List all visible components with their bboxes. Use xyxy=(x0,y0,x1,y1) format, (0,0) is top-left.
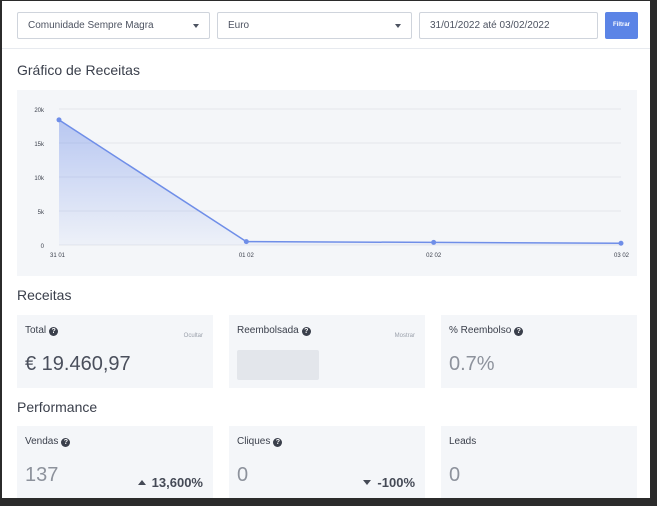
leads-label: Leads xyxy=(449,436,477,447)
total-revenue-card: Total? Ocultar € 19.460,97 xyxy=(17,315,213,388)
dashboard-frame: Comunidade Sempre Magra Euro 31/01/2022 … xyxy=(2,1,650,498)
y-tick-label: 15k xyxy=(34,142,45,148)
total-revenue-value: € 19.460,97 xyxy=(25,353,131,375)
refund-percent-label: % Reembolso xyxy=(449,325,512,336)
y-tick-label: 0 xyxy=(41,244,45,250)
x-tick-label: 31 01 xyxy=(50,253,66,259)
sales-card: Vendas? 137 13,600% xyxy=(17,426,213,498)
refund-percent-label-wrap: % Reembolso? xyxy=(449,325,524,336)
clicks-value: 0 xyxy=(237,464,249,486)
clicks-trend-value: -100% xyxy=(377,475,415,490)
chevron-down-icon xyxy=(395,24,401,28)
clicks-card: Cliques? 0 -100% xyxy=(229,426,425,498)
sales-label-wrap: Vendas? xyxy=(25,436,71,447)
refunded-card: Reembolsada? Mostrar xyxy=(229,315,425,388)
refund-percent-card: % Reembolso? 0.7% xyxy=(441,315,637,388)
filter-button[interactable]: Filtrar xyxy=(605,12,638,39)
refunded-label: Reembolsada xyxy=(237,325,299,336)
y-tick-label: 10k xyxy=(34,176,45,182)
hide-toggle[interactable]: Ocultar xyxy=(183,333,203,339)
revenue-chart-svg: 0 5k 10k 15k 20k 31 01 01 02 02 02 03 02 xyxy=(34,108,630,259)
date-range-input[interactable]: 31/01/2022 até 03/02/2022 xyxy=(419,12,598,39)
leads-label-wrap: Leads xyxy=(449,436,476,447)
total-label-wrap: Total? xyxy=(25,325,59,336)
sales-trend: 13,600% xyxy=(137,475,203,490)
total-label: Total xyxy=(25,325,47,336)
hidden-value-placeholder xyxy=(237,350,319,380)
y-tick-label: 5k xyxy=(38,210,45,216)
leads-value: 0 xyxy=(449,464,461,486)
x-tick-label: 03 02 xyxy=(614,253,630,259)
clicks-label: Cliques xyxy=(237,436,271,447)
community-select-value: Comunidade Sempre Magra xyxy=(28,20,154,31)
arrow-up-icon xyxy=(137,480,146,485)
help-icon[interactable]: ? xyxy=(301,327,311,336)
data-point[interactable] xyxy=(56,117,62,123)
performance-section-title: Performance xyxy=(17,399,98,415)
help-icon[interactable]: ? xyxy=(514,327,524,336)
clicks-label-wrap: Cliques? xyxy=(237,436,283,447)
help-icon[interactable]: ? xyxy=(61,438,71,447)
help-icon[interactable]: ? xyxy=(49,327,59,336)
series-line xyxy=(58,119,622,244)
series-area xyxy=(59,119,621,245)
arrow-down-icon xyxy=(363,480,372,485)
sales-trend-value: 13,600% xyxy=(151,475,203,490)
leads-card: Leads 0 xyxy=(441,426,637,498)
clicks-trend: -100% xyxy=(363,475,415,490)
x-tick-label: 01 02 xyxy=(239,253,255,259)
refunded-label-wrap: Reembolsada? xyxy=(237,325,311,336)
chevron-down-icon xyxy=(193,24,199,28)
filter-bar: Comunidade Sempre Magra Euro 31/01/2022 … xyxy=(2,1,650,49)
refund-percent-value: 0.7% xyxy=(449,353,495,375)
sales-label: Vendas xyxy=(25,436,59,447)
sales-value: 137 xyxy=(25,464,59,486)
community-select[interactable]: Comunidade Sempre Magra xyxy=(17,12,210,39)
data-point[interactable] xyxy=(431,239,437,245)
currency-select[interactable]: Euro xyxy=(217,12,412,39)
revenue-chart: 0 5k 10k 15k 20k 31 01 01 02 02 02 03 02 xyxy=(17,90,637,276)
y-tick-label: 20k xyxy=(34,108,45,114)
data-point[interactable] xyxy=(618,240,624,246)
currency-select-value: Euro xyxy=(228,20,250,31)
x-tick-label: 02 02 xyxy=(426,253,442,259)
help-icon[interactable]: ? xyxy=(273,438,283,447)
data-point[interactable] xyxy=(243,239,249,245)
show-toggle[interactable]: Mostrar xyxy=(394,333,415,339)
revenue-chart-title: Gráfico de Receitas xyxy=(17,62,140,78)
revenue-section-title: Receitas xyxy=(17,287,72,303)
